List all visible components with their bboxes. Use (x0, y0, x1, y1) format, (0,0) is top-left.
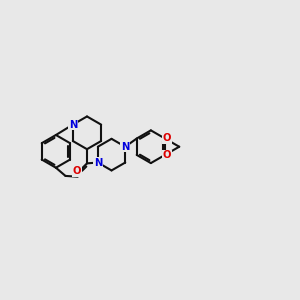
Text: O: O (163, 151, 171, 160)
Text: N: N (69, 120, 77, 130)
Text: O: O (73, 167, 81, 176)
Text: N: N (94, 158, 102, 167)
Text: N: N (121, 142, 129, 152)
Text: O: O (163, 133, 171, 143)
